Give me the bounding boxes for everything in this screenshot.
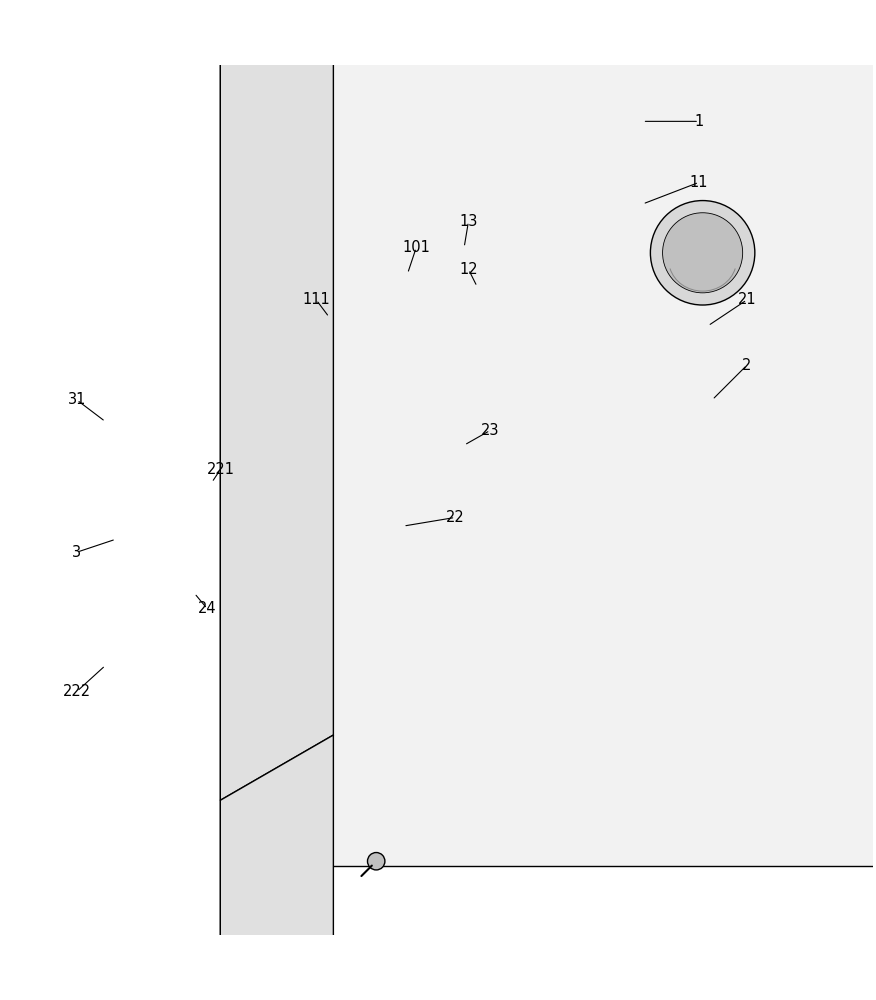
Polygon shape <box>220 0 320 800</box>
Text: 2: 2 <box>742 358 752 373</box>
Ellipse shape <box>650 201 755 305</box>
Text: 11: 11 <box>690 175 709 190</box>
Polygon shape <box>220 0 334 800</box>
Text: 24: 24 <box>198 601 216 616</box>
Ellipse shape <box>662 213 743 293</box>
Polygon shape <box>220 735 334 1000</box>
Text: 31: 31 <box>67 392 86 407</box>
Text: 13: 13 <box>459 214 477 229</box>
Polygon shape <box>673 0 876 539</box>
Text: 21: 21 <box>738 292 756 307</box>
Text: 23: 23 <box>481 423 499 438</box>
Text: 101: 101 <box>402 240 430 255</box>
Polygon shape <box>272 0 876 866</box>
Text: 111: 111 <box>302 292 330 307</box>
Text: 1: 1 <box>695 114 703 129</box>
Polygon shape <box>220 800 320 1000</box>
Ellipse shape <box>368 853 385 870</box>
Text: 222: 222 <box>63 684 91 699</box>
Text: 12: 12 <box>459 262 477 277</box>
Text: 3: 3 <box>72 545 81 560</box>
Text: 221: 221 <box>207 462 235 477</box>
Text: 22: 22 <box>446 510 465 525</box>
